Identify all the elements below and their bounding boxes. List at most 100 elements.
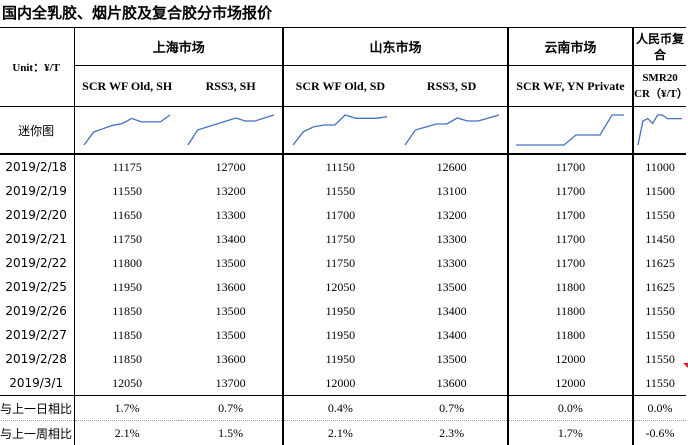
- market-header-row: Unit：¥/T 上海市场 山东市场 云南市场 人民币复合: [0, 28, 686, 66]
- col-rss3-sh: RSS3, SH: [179, 66, 283, 107]
- price-cell: 11700: [508, 154, 633, 179]
- price-cell: 13100: [396, 179, 507, 203]
- price-cell: 11550: [633, 347, 686, 371]
- price-table: Unit：¥/T 上海市场 山东市场 云南市场 人民币复合 SCR WF Old…: [0, 27, 686, 445]
- change-cell: 1.7%: [75, 396, 179, 421]
- sparkline-series: [405, 115, 499, 145]
- price-cell: 13400: [396, 299, 507, 323]
- change-cell: 2.1%: [75, 421, 179, 445]
- price-cell: 11000: [633, 154, 686, 179]
- price-cell: 11750: [283, 227, 396, 251]
- price-cell: 11550: [75, 179, 179, 203]
- date-cell: 2019/2/28: [0, 347, 75, 371]
- price-cell: 11450: [633, 227, 686, 251]
- date-cell: 2019/2/18: [0, 154, 75, 179]
- date-cell: 2019/2/21: [0, 227, 75, 251]
- sparkline-cell: [283, 107, 396, 155]
- price-cell: 13600: [179, 275, 283, 299]
- change-cell: 0.0%: [508, 396, 633, 421]
- sparkline-chart: [185, 112, 277, 148]
- sparkline-chart: [81, 112, 173, 148]
- price-cell: 12050: [75, 371, 179, 396]
- price-cell: 13600: [396, 371, 507, 396]
- price-cell: 11750: [75, 227, 179, 251]
- price-cell: 11800: [75, 251, 179, 275]
- price-cell: 11550: [633, 299, 686, 323]
- sparkline-cell: [179, 107, 283, 155]
- price-cell: 11950: [283, 299, 396, 323]
- price-cell: 11550: [633, 203, 686, 227]
- price-cell: 13300: [396, 227, 507, 251]
- sparkline-series: [638, 115, 682, 145]
- date-cell: 2019/2/25: [0, 275, 75, 299]
- change-cell: 0.0%: [633, 396, 686, 421]
- price-cell: 11175: [75, 154, 179, 179]
- price-cell: 12000: [508, 371, 633, 396]
- price-cell: 13500: [179, 299, 283, 323]
- change-cell: 0.4%: [283, 396, 396, 421]
- price-cell: 13400: [396, 323, 507, 347]
- sparkline-label: 迷你图: [0, 107, 75, 155]
- market-yunnan: 云南市场: [508, 28, 633, 66]
- price-cell: 11700: [508, 179, 633, 203]
- col-scr-wf-old-sd: SCR WF Old, SD: [283, 66, 396, 107]
- market-shandong: 山东市场: [283, 28, 507, 66]
- price-cell: 13300: [179, 203, 283, 227]
- sparkline-chart: [402, 112, 502, 148]
- sparkline-cell: [633, 107, 686, 155]
- price-cell: 11950: [75, 275, 179, 299]
- price-cell: 11850: [75, 347, 179, 371]
- unit-label: Unit：¥/T: [0, 28, 75, 107]
- col-scr-wf-yn-private: SCR WF, YN Private: [508, 66, 633, 107]
- date-cell: 2019/2/27: [0, 323, 75, 347]
- price-cell: 11550: [633, 323, 686, 347]
- change-cell: 1.5%: [179, 421, 283, 445]
- col-smr20-cr: SMR20 CR（¥/T）: [633, 66, 686, 107]
- price-cell: 12000: [283, 371, 396, 396]
- price-cell: 11150: [283, 154, 396, 179]
- price-cell: 11650: [75, 203, 179, 227]
- sparkline-row: 迷你图: [0, 107, 686, 155]
- price-cell: 11800: [508, 323, 633, 347]
- comparison-label: 与上一日相比: [0, 396, 75, 421]
- date-cell: 2019/2/19: [0, 179, 75, 203]
- price-cell: 11800: [508, 275, 633, 299]
- comparison-label: 与上一周相比: [0, 421, 75, 445]
- sparkline-cell: [75, 107, 179, 155]
- price-cell: 12050: [283, 275, 396, 299]
- sparkline-chart: [290, 112, 390, 148]
- price-cell: 11700: [508, 251, 633, 275]
- change-cell: 0.7%: [396, 396, 507, 421]
- price-cell: 13500: [179, 251, 283, 275]
- sparkline-series: [84, 115, 170, 145]
- price-cell: 11750: [283, 251, 396, 275]
- date-cell: 2019/2/22: [0, 251, 75, 275]
- red-corner-marker-icon: [683, 363, 688, 369]
- price-cell: 12600: [396, 154, 507, 179]
- price-cell: 12000: [508, 347, 633, 371]
- sparkline-chart: [635, 112, 685, 148]
- price-cell: 11700: [508, 227, 633, 251]
- price-cell: 13200: [396, 203, 507, 227]
- price-cell: 11550: [633, 371, 686, 396]
- col-rss3-sd: RSS3, SD: [396, 66, 507, 107]
- price-cell: 11950: [283, 323, 396, 347]
- price-cell: 13700: [179, 371, 283, 396]
- price-cell: 11625: [633, 275, 686, 299]
- market-cny-composite: 人民币复合: [633, 28, 686, 66]
- price-cell: 11700: [283, 203, 396, 227]
- price-cell: 11950: [283, 347, 396, 371]
- date-cell: 2019/2/26: [0, 299, 75, 323]
- price-cell: 13400: [179, 227, 283, 251]
- change-cell: 1.7%: [508, 421, 633, 445]
- report-title: 国内全乳胶、烟片胶及复合胶分市场报价: [2, 2, 272, 24]
- price-cell: 13500: [396, 275, 507, 299]
